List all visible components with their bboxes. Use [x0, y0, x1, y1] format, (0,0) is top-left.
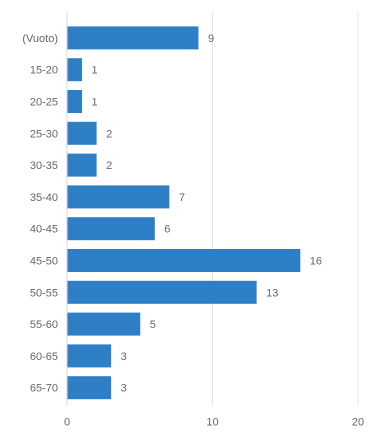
bar	[67, 90, 83, 113]
data-label: 1	[92, 97, 98, 109]
x-tick-label: 0	[64, 417, 70, 429]
data-label: 2	[106, 128, 112, 140]
bar	[67, 185, 170, 209]
data-label: 3	[121, 383, 127, 395]
bar	[67, 344, 112, 368]
category-label: 15-20	[30, 65, 58, 77]
bar	[67, 121, 97, 145]
bar	[67, 58, 83, 82]
data-label: 16	[310, 256, 322, 268]
category-label: 50-55	[30, 287, 58, 299]
x-axis-tick-labels: 0 10 20	[64, 417, 364, 429]
value-labels: 9 1 1 2 2 7 6 16 13 5 3 3	[92, 33, 322, 395]
category-label: 40-45	[30, 224, 58, 236]
data-label: 1	[92, 65, 98, 77]
bar	[67, 153, 97, 177]
data-label: 5	[150, 319, 156, 331]
category-label: 25-30	[30, 128, 58, 140]
bar	[67, 376, 112, 400]
bar	[67, 249, 301, 272]
x-tick-label: 10	[206, 417, 218, 429]
data-label: 2	[106, 160, 112, 172]
bar	[67, 280, 257, 304]
gridlines	[66, 12, 359, 406]
bar	[67, 26, 199, 50]
x-tick-label: 20	[352, 417, 364, 429]
category-label: 45-50	[30, 256, 58, 268]
bars	[67, 26, 301, 400]
data-label: 6	[164, 224, 170, 236]
data-label: 9	[208, 33, 214, 45]
category-label: 35-40	[30, 192, 58, 204]
category-label: 65-70	[30, 383, 58, 395]
bar	[67, 217, 155, 241]
category-labels: (Vuoto) 15-20 20-25 25-30 30-35 35-40 40-45 45-…	[22, 33, 58, 395]
category-label: 55-60	[30, 319, 58, 331]
data-label: 3	[121, 351, 127, 363]
bar	[67, 312, 141, 336]
category-label: 60-65	[30, 351, 58, 363]
category-label: 20-25	[30, 97, 58, 109]
data-label: 7	[179, 192, 185, 204]
data-label: 13	[266, 287, 278, 299]
category-label: 30-35	[30, 160, 58, 172]
category-label: (Vuoto)	[22, 33, 58, 45]
